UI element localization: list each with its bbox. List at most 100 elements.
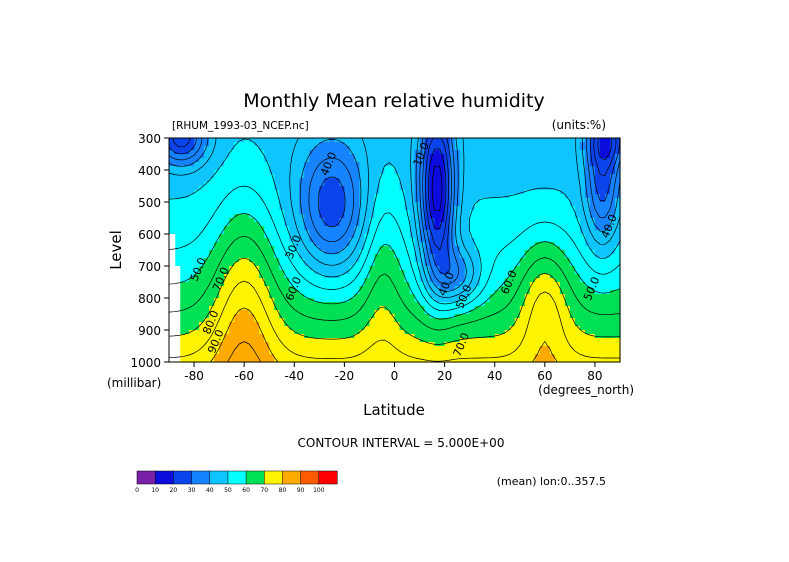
contour-cell — [459, 226, 466, 231]
contour-cell — [329, 238, 335, 243]
contour-cell — [484, 346, 491, 351]
contour-cell — [339, 186, 345, 191]
contour-cell — [564, 230, 571, 235]
contour-cell — [239, 270, 245, 275]
contour-cell — [339, 206, 345, 211]
contour-cell — [539, 298, 546, 303]
contour-cell — [184, 274, 190, 279]
contour-cell — [249, 258, 255, 263]
contour-cell — [564, 222, 571, 227]
contour-cell — [379, 190, 386, 195]
contour-cell — [374, 330, 381, 335]
contour-cell — [524, 266, 531, 271]
contour-cell — [444, 354, 451, 359]
contour-cell — [354, 342, 361, 347]
contour-cell — [329, 162, 335, 167]
contour-cell — [449, 194, 456, 199]
contour-cell — [259, 334, 265, 339]
contour-cell — [564, 190, 571, 195]
contour-cell — [604, 346, 611, 351]
contour-cell — [259, 146, 265, 151]
contour-cell — [219, 158, 225, 163]
contour-cell — [354, 298, 361, 303]
contour-cell — [374, 246, 381, 251]
contour-cell — [529, 246, 536, 251]
contour-cell — [539, 278, 546, 283]
contour-cell — [534, 278, 541, 283]
contour-cell — [259, 174, 265, 179]
contour-cell — [444, 234, 451, 239]
contour-cell — [314, 226, 320, 231]
contour-cell — [409, 258, 416, 263]
contour-cell — [509, 246, 516, 251]
contour-cell — [294, 266, 300, 271]
contour-cell — [334, 210, 340, 215]
contour-cell — [594, 146, 601, 151]
contour-cell — [559, 222, 566, 227]
contour-cell — [269, 230, 275, 235]
contour-cell — [339, 358, 345, 363]
contour-cell — [314, 314, 320, 319]
contour-cell — [489, 294, 496, 299]
contour-cell — [494, 162, 501, 167]
contour-cell — [294, 250, 300, 255]
contour-cell — [494, 274, 501, 279]
contour-cell — [339, 294, 345, 299]
contour-cell — [284, 326, 290, 331]
contour-cell — [254, 174, 260, 179]
contour-cell — [384, 174, 391, 179]
contour-cell — [444, 302, 451, 307]
contour-cell — [184, 354, 190, 359]
contour-cell — [219, 286, 225, 291]
contour-cell — [554, 338, 561, 343]
contour-cell — [389, 350, 396, 355]
contour-cell — [294, 158, 300, 163]
contour-cell — [179, 302, 185, 307]
contour-cell — [214, 266, 220, 271]
contour-cell — [379, 254, 386, 259]
contour-cell — [584, 146, 591, 151]
contour-cell — [499, 298, 506, 303]
contour-cell — [184, 350, 190, 355]
contour-cell — [494, 258, 501, 263]
contour-cell — [604, 330, 611, 335]
contour-cell — [354, 214, 361, 219]
contour-cell — [489, 254, 496, 259]
contour-cell — [449, 174, 456, 179]
contour-cell — [394, 326, 401, 331]
contour-cell — [179, 234, 185, 239]
contour-cell — [324, 326, 330, 331]
contour-cell — [469, 150, 476, 155]
contour-cell — [254, 286, 260, 291]
contour-cell — [529, 338, 536, 343]
contour-cell — [564, 170, 571, 175]
contour-cell — [284, 210, 290, 215]
contour-cell — [289, 146, 295, 151]
contour-cell — [239, 302, 245, 307]
contour-cell — [389, 342, 396, 347]
contour-cell — [499, 226, 506, 231]
contour-cell — [284, 246, 290, 251]
contour-cell — [269, 334, 275, 339]
contour-cell — [179, 242, 185, 247]
contour-cell — [439, 250, 446, 255]
contour-cell — [329, 190, 335, 195]
contour-cell — [249, 250, 255, 255]
contour-cell — [589, 302, 596, 307]
contour-cell — [279, 306, 285, 311]
contour-cell — [229, 154, 235, 159]
contour-cell — [384, 354, 391, 359]
contour-cell — [409, 302, 416, 307]
contour-cell — [279, 146, 285, 151]
contour-cell — [499, 210, 506, 215]
contour-cell — [574, 270, 581, 275]
contour-cell — [344, 226, 350, 231]
contour-cell — [469, 278, 476, 283]
contour-cell — [429, 346, 436, 351]
contour-cell — [429, 262, 436, 267]
contour-cell — [594, 238, 601, 243]
contour-cell — [534, 266, 541, 271]
contour-cell — [224, 346, 230, 351]
contour-cell — [429, 202, 436, 207]
contour-cell — [219, 226, 225, 231]
